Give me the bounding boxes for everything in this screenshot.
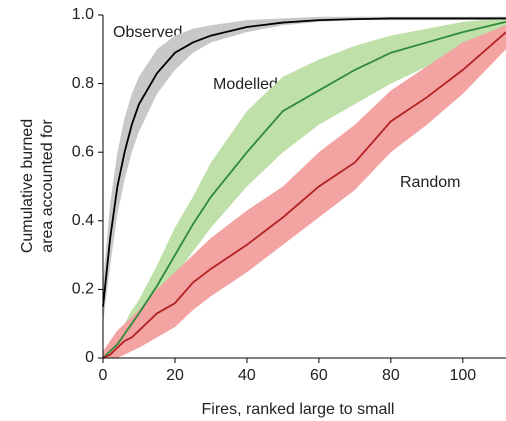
line	[102, 20, 506, 359]
y-tick-label: 0.8	[72, 75, 94, 92]
y-tick-label: 1.0	[72, 6, 94, 23]
x-tick-label: 20	[166, 367, 184, 384]
x-tick-label: 40	[238, 367, 256, 384]
annotation: Observed	[113, 24, 182, 41]
annotation: Modelled	[213, 76, 278, 93]
line	[102, 17, 506, 307]
y-tick-label: 0.2	[72, 281, 94, 298]
confidence-band	[103, 18, 506, 359]
x-tick-label: 60	[310, 367, 328, 384]
x-tick-label: 0	[99, 367, 108, 384]
annotation: Random	[400, 174, 460, 191]
y-axis-label: Cumulative burned	[19, 119, 36, 253]
x-axis-label: Fires, ranked large to small	[202, 401, 395, 418]
y-tick-label: 0	[85, 349, 94, 366]
plot-area	[102, 16, 506, 359]
x-tick-label: 80	[382, 367, 400, 384]
line	[102, 31, 506, 359]
y-tick-label: 0.6	[72, 143, 94, 160]
y-tick-label: 0.4	[72, 212, 94, 229]
y-axis-label: area accounted for	[39, 119, 56, 253]
x-tick-label: 100	[449, 367, 476, 384]
